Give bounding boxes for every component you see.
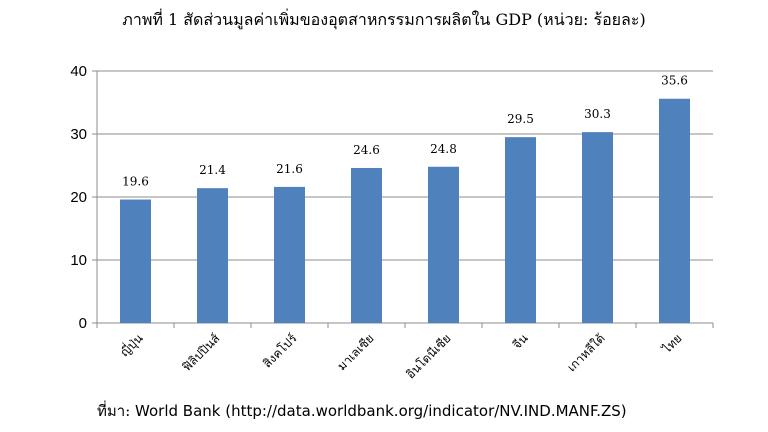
bar-0 xyxy=(120,199,151,323)
x-tick-label-2: สิงคโปร์ xyxy=(260,331,300,371)
x-tick-label-4: อินโดนีเซีย xyxy=(403,331,453,381)
bar-chart: 19.6 21.4 21.6 24.6 24.8 29.5 30.3 35.6 0 10 20 30… xyxy=(70,63,714,382)
source-note: ที่มา: World Bank (http://data.worldbank… xyxy=(97,399,627,423)
chart-title: ภาพที่ 1 สัดส่วนมูลค่าเพิ่มของอุตสาหกรรม… xyxy=(122,10,646,29)
bar-7 xyxy=(659,98,690,323)
x-tick-label-5: จีน xyxy=(510,331,531,352)
y-tick-label-3: 30 xyxy=(70,126,87,143)
y-tick-labels: 0 10 20 30 40 xyxy=(70,63,87,332)
data-label-6: 30.3 xyxy=(584,107,611,121)
source-lead: ที่มา: xyxy=(97,402,131,420)
x-tick-labels: ญี่ปุ่น ฟิลิปปินส์ สิงคโปร์ มาเลเซีย อินโดนี… xyxy=(116,330,685,382)
x-tick-label-7: ไทย xyxy=(659,331,684,356)
x-tick-label-3: มาเลเซีย xyxy=(335,331,377,373)
bar-4 xyxy=(428,166,459,323)
data-label-1: 21.4 xyxy=(199,163,226,177)
bar-5 xyxy=(505,137,536,323)
bars xyxy=(120,98,690,323)
data-label-3: 24.6 xyxy=(353,143,380,157)
y-tick-label-4: 40 xyxy=(70,63,87,80)
x-tick-label-1: ฟิลิปปินส์ xyxy=(180,331,223,374)
axes xyxy=(92,70,714,328)
data-label-5: 29.5 xyxy=(507,112,534,126)
y-tick-label-2: 20 xyxy=(70,189,87,206)
x-tick-label-0: ญี่ปุ่น xyxy=(116,330,146,360)
data-label-2: 21.6 xyxy=(276,162,303,176)
bar-1 xyxy=(197,188,228,323)
y-tick-label-1: 10 xyxy=(70,252,87,269)
x-tick-label-6: เกาหลีใต้ xyxy=(564,331,607,374)
data-labels: 19.6 21.4 21.6 24.6 24.8 29.5 30.3 35.6 xyxy=(122,74,688,189)
data-label-7: 35.6 xyxy=(661,74,688,88)
data-label-4: 24.8 xyxy=(430,142,457,156)
bar-6 xyxy=(582,132,613,323)
data-label-0: 19.6 xyxy=(122,175,149,189)
bar-2 xyxy=(274,186,305,323)
source-text: World Bank (http://data.worldbank.org/in… xyxy=(130,402,627,420)
y-tick-label-0: 0 xyxy=(79,315,87,332)
gridlines xyxy=(97,70,713,261)
bar-3 xyxy=(351,168,382,323)
